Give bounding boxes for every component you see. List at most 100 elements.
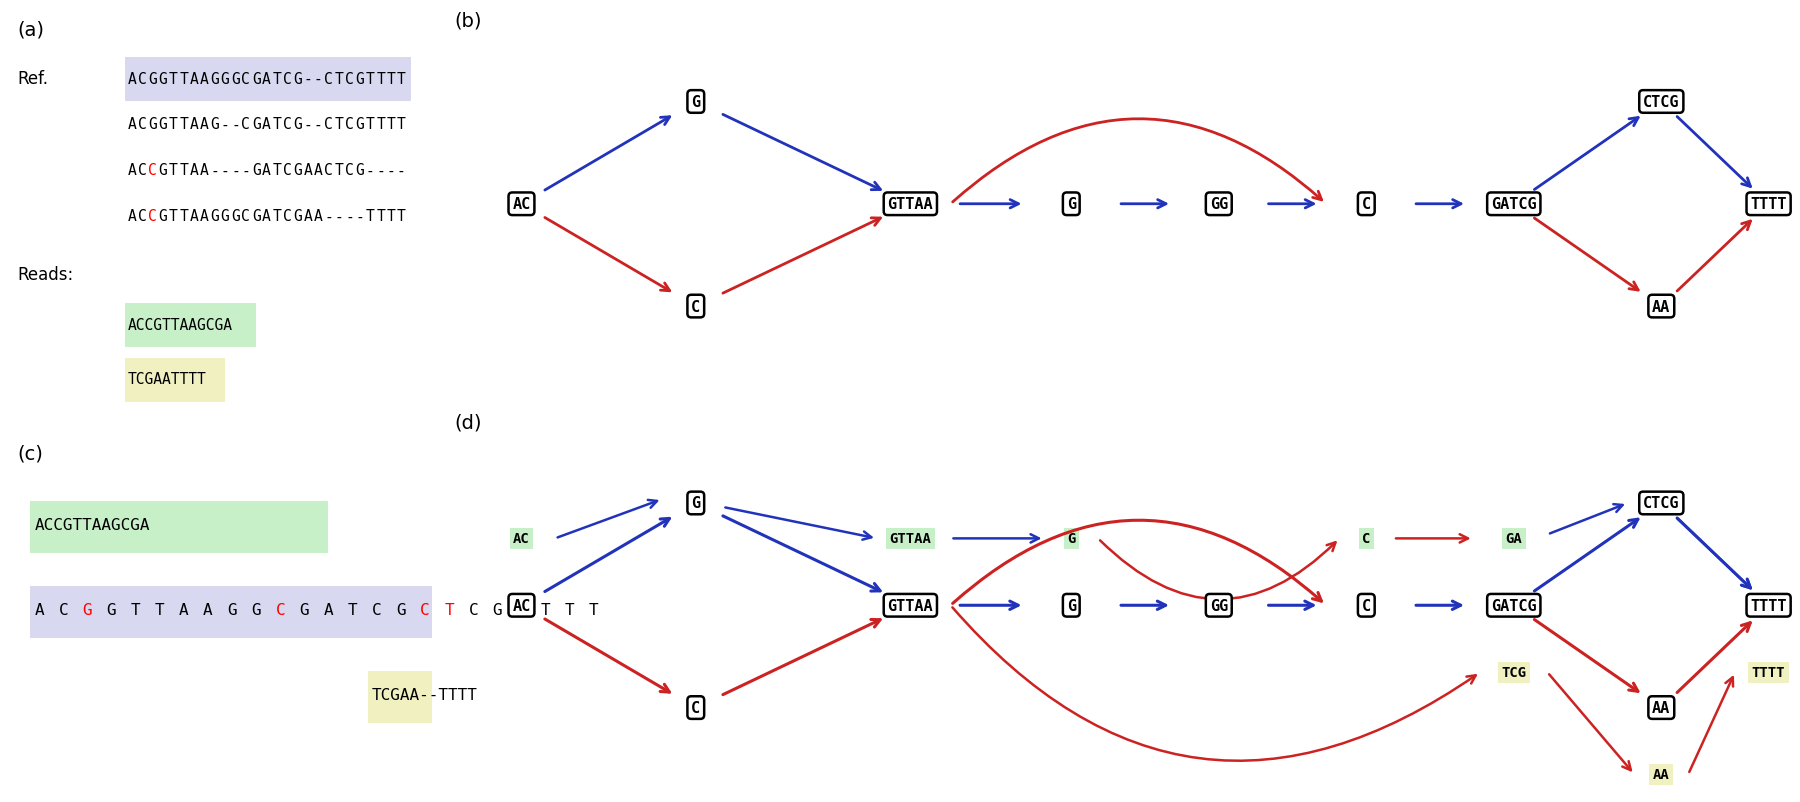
Text: G: G — [211, 209, 220, 224]
Text: T: T — [396, 71, 405, 87]
FancyBboxPatch shape — [126, 304, 256, 348]
Text: Reads:: Reads: — [18, 266, 74, 284]
Text: C: C — [1363, 532, 1370, 545]
Text: A: A — [189, 117, 198, 132]
Text: G: G — [355, 117, 364, 132]
Text: T: T — [365, 209, 374, 224]
Text: A: A — [263, 71, 272, 87]
Text: C: C — [58, 602, 68, 618]
Text: G: G — [221, 209, 229, 224]
Text: G: G — [1067, 532, 1075, 545]
Text: -: - — [387, 163, 396, 178]
Text: GG: GG — [1210, 197, 1228, 212]
Text: G: G — [158, 209, 167, 224]
Text: C: C — [241, 71, 250, 87]
Text: G: G — [293, 71, 302, 87]
Text: T: T — [169, 163, 178, 178]
Text: G: G — [148, 117, 157, 132]
Text: G: G — [158, 71, 167, 87]
Text: C: C — [691, 700, 700, 715]
Text: (b): (b) — [454, 12, 482, 31]
Text: -: - — [365, 163, 374, 178]
Text: C: C — [1363, 598, 1372, 613]
Text: C: C — [468, 602, 479, 618]
Text: G: G — [1067, 598, 1076, 613]
Text: TTTT: TTTT — [1750, 197, 1787, 212]
Text: C: C — [275, 602, 284, 618]
Text: T: T — [365, 117, 374, 132]
Text: C: C — [419, 602, 430, 618]
Text: A: A — [189, 71, 198, 87]
Text: C: C — [324, 71, 333, 87]
Text: -: - — [221, 163, 229, 178]
Text: G: G — [221, 71, 229, 87]
Text: A: A — [203, 602, 212, 618]
Text: -: - — [396, 163, 405, 178]
Text: T: T — [169, 71, 178, 87]
Text: TTTT: TTTT — [1751, 666, 1786, 679]
Text: T: T — [387, 117, 396, 132]
Text: C: C — [139, 163, 146, 178]
Text: GATCG: GATCG — [1490, 197, 1537, 212]
Text: A: A — [200, 209, 209, 224]
Text: GATCG: GATCG — [1490, 598, 1537, 613]
Text: -: - — [304, 117, 313, 132]
Text: T: T — [347, 602, 358, 618]
Text: C: C — [283, 71, 292, 87]
Text: G: G — [211, 71, 220, 87]
Text: A: A — [304, 163, 313, 178]
Text: -: - — [355, 209, 364, 224]
Text: G: G — [293, 163, 302, 178]
Text: G: G — [227, 602, 238, 618]
Text: AA: AA — [1652, 768, 1670, 781]
Text: G: G — [252, 163, 261, 178]
Text: T: T — [387, 209, 396, 224]
Text: TTTT: TTTT — [1750, 598, 1787, 613]
Text: A: A — [313, 163, 322, 178]
Text: T: T — [335, 71, 344, 87]
Text: T: T — [589, 602, 599, 618]
Text: T: T — [180, 71, 187, 87]
FancyBboxPatch shape — [367, 671, 641, 723]
Text: GG: GG — [1210, 598, 1228, 613]
Text: AA: AA — [1652, 299, 1670, 314]
Text: C: C — [139, 71, 146, 87]
Text: T: T — [376, 209, 385, 224]
Text: (d): (d) — [454, 413, 482, 432]
Text: G: G — [252, 602, 261, 618]
Text: TCGAATTTT: TCGAATTTT — [128, 371, 207, 387]
Text: Ref.: Ref. — [18, 70, 49, 88]
Text: T: T — [376, 71, 385, 87]
Text: -: - — [376, 163, 385, 178]
Text: T: T — [180, 163, 187, 178]
Text: -: - — [313, 117, 322, 132]
Text: A: A — [128, 117, 137, 132]
Text: A: A — [263, 117, 272, 132]
Text: T: T — [272, 117, 281, 132]
Text: GTTAA: GTTAA — [887, 598, 932, 613]
Text: A: A — [200, 117, 209, 132]
Text: T: T — [169, 209, 178, 224]
Text: GTTAA: GTTAA — [889, 532, 931, 545]
Text: C: C — [148, 209, 157, 224]
Text: AC: AC — [513, 598, 531, 613]
Text: A: A — [200, 163, 209, 178]
Text: -: - — [230, 163, 239, 178]
Text: T: T — [396, 209, 405, 224]
Text: AA: AA — [1652, 700, 1670, 715]
Text: T: T — [565, 602, 574, 618]
Text: C: C — [1363, 197, 1372, 212]
Text: C: C — [346, 71, 355, 87]
FancyBboxPatch shape — [126, 58, 412, 102]
FancyBboxPatch shape — [31, 586, 641, 638]
Text: G: G — [252, 209, 261, 224]
Text: G: G — [355, 71, 364, 87]
Text: A: A — [263, 163, 272, 178]
Text: A: A — [178, 602, 189, 618]
Text: GTTAA: GTTAA — [887, 197, 932, 212]
Text: G: G — [691, 496, 700, 511]
Text: C: C — [139, 209, 146, 224]
Text: T: T — [272, 71, 281, 87]
Text: G: G — [230, 209, 239, 224]
Text: G: G — [293, 209, 302, 224]
